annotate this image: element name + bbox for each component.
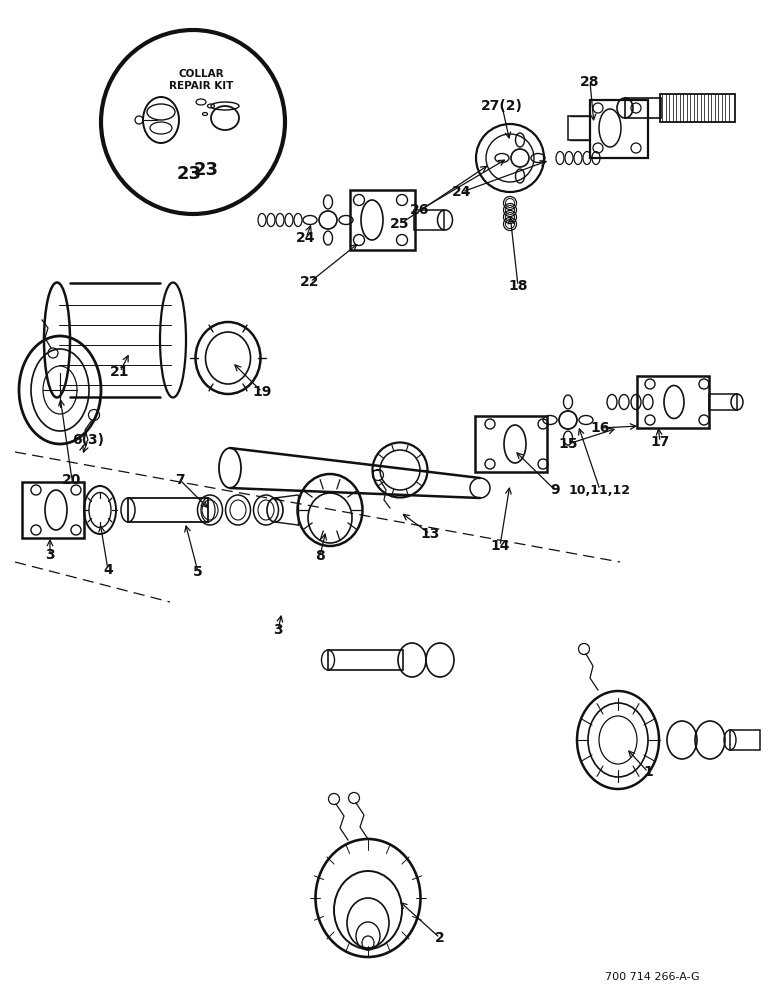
Bar	[22, 482, 84, 538]
Text: 25: 25	[391, 217, 410, 231]
Text: 3: 3	[273, 623, 283, 637]
Text: 8: 8	[315, 549, 325, 563]
Bar	[709, 394, 737, 410]
Text: 18: 18	[508, 279, 528, 293]
Bar	[625, 98, 661, 118]
Text: 16: 16	[591, 421, 610, 435]
Text: 15: 15	[558, 437, 577, 451]
Text: 22: 22	[300, 275, 320, 289]
Text: 26: 26	[410, 203, 430, 217]
Text: 4: 4	[103, 563, 113, 577]
Text: 24: 24	[452, 185, 472, 199]
Text: 23: 23	[177, 165, 201, 183]
Bar	[637, 376, 709, 428]
Bar	[350, 190, 415, 250]
Text: 21: 21	[110, 365, 130, 379]
Text: 6(3): 6(3)	[72, 433, 104, 447]
Bar	[660, 94, 735, 122]
Text: 19: 19	[252, 385, 272, 399]
Text: 24: 24	[296, 231, 316, 245]
Bar	[590, 100, 648, 158]
Bar	[475, 416, 547, 472]
Text: 14: 14	[490, 539, 510, 553]
Text: 1: 1	[643, 765, 653, 779]
Text: COLLAR
REPAIR KIT: COLLAR REPAIR KIT	[169, 69, 233, 91]
Text: 20: 20	[63, 473, 82, 487]
Text: 2: 2	[435, 931, 445, 945]
Text: 28: 28	[581, 75, 600, 89]
Text: 5: 5	[193, 565, 203, 579]
Text: 9: 9	[550, 483, 560, 497]
Bar	[730, 730, 760, 750]
Text: 17: 17	[650, 435, 669, 449]
Bar	[128, 498, 208, 522]
Bar	[568, 116, 590, 140]
Bar	[328, 650, 403, 670]
Text: 13: 13	[420, 527, 440, 541]
Text: 10,11,12: 10,11,12	[569, 484, 631, 496]
Text: 700 714 266-A-G: 700 714 266-A-G	[605, 972, 700, 982]
Text: 23: 23	[194, 161, 218, 179]
Bar	[414, 210, 444, 230]
Text: 27(2): 27(2)	[481, 99, 523, 113]
Text: 7: 7	[175, 473, 185, 487]
Text: 3: 3	[46, 548, 55, 562]
